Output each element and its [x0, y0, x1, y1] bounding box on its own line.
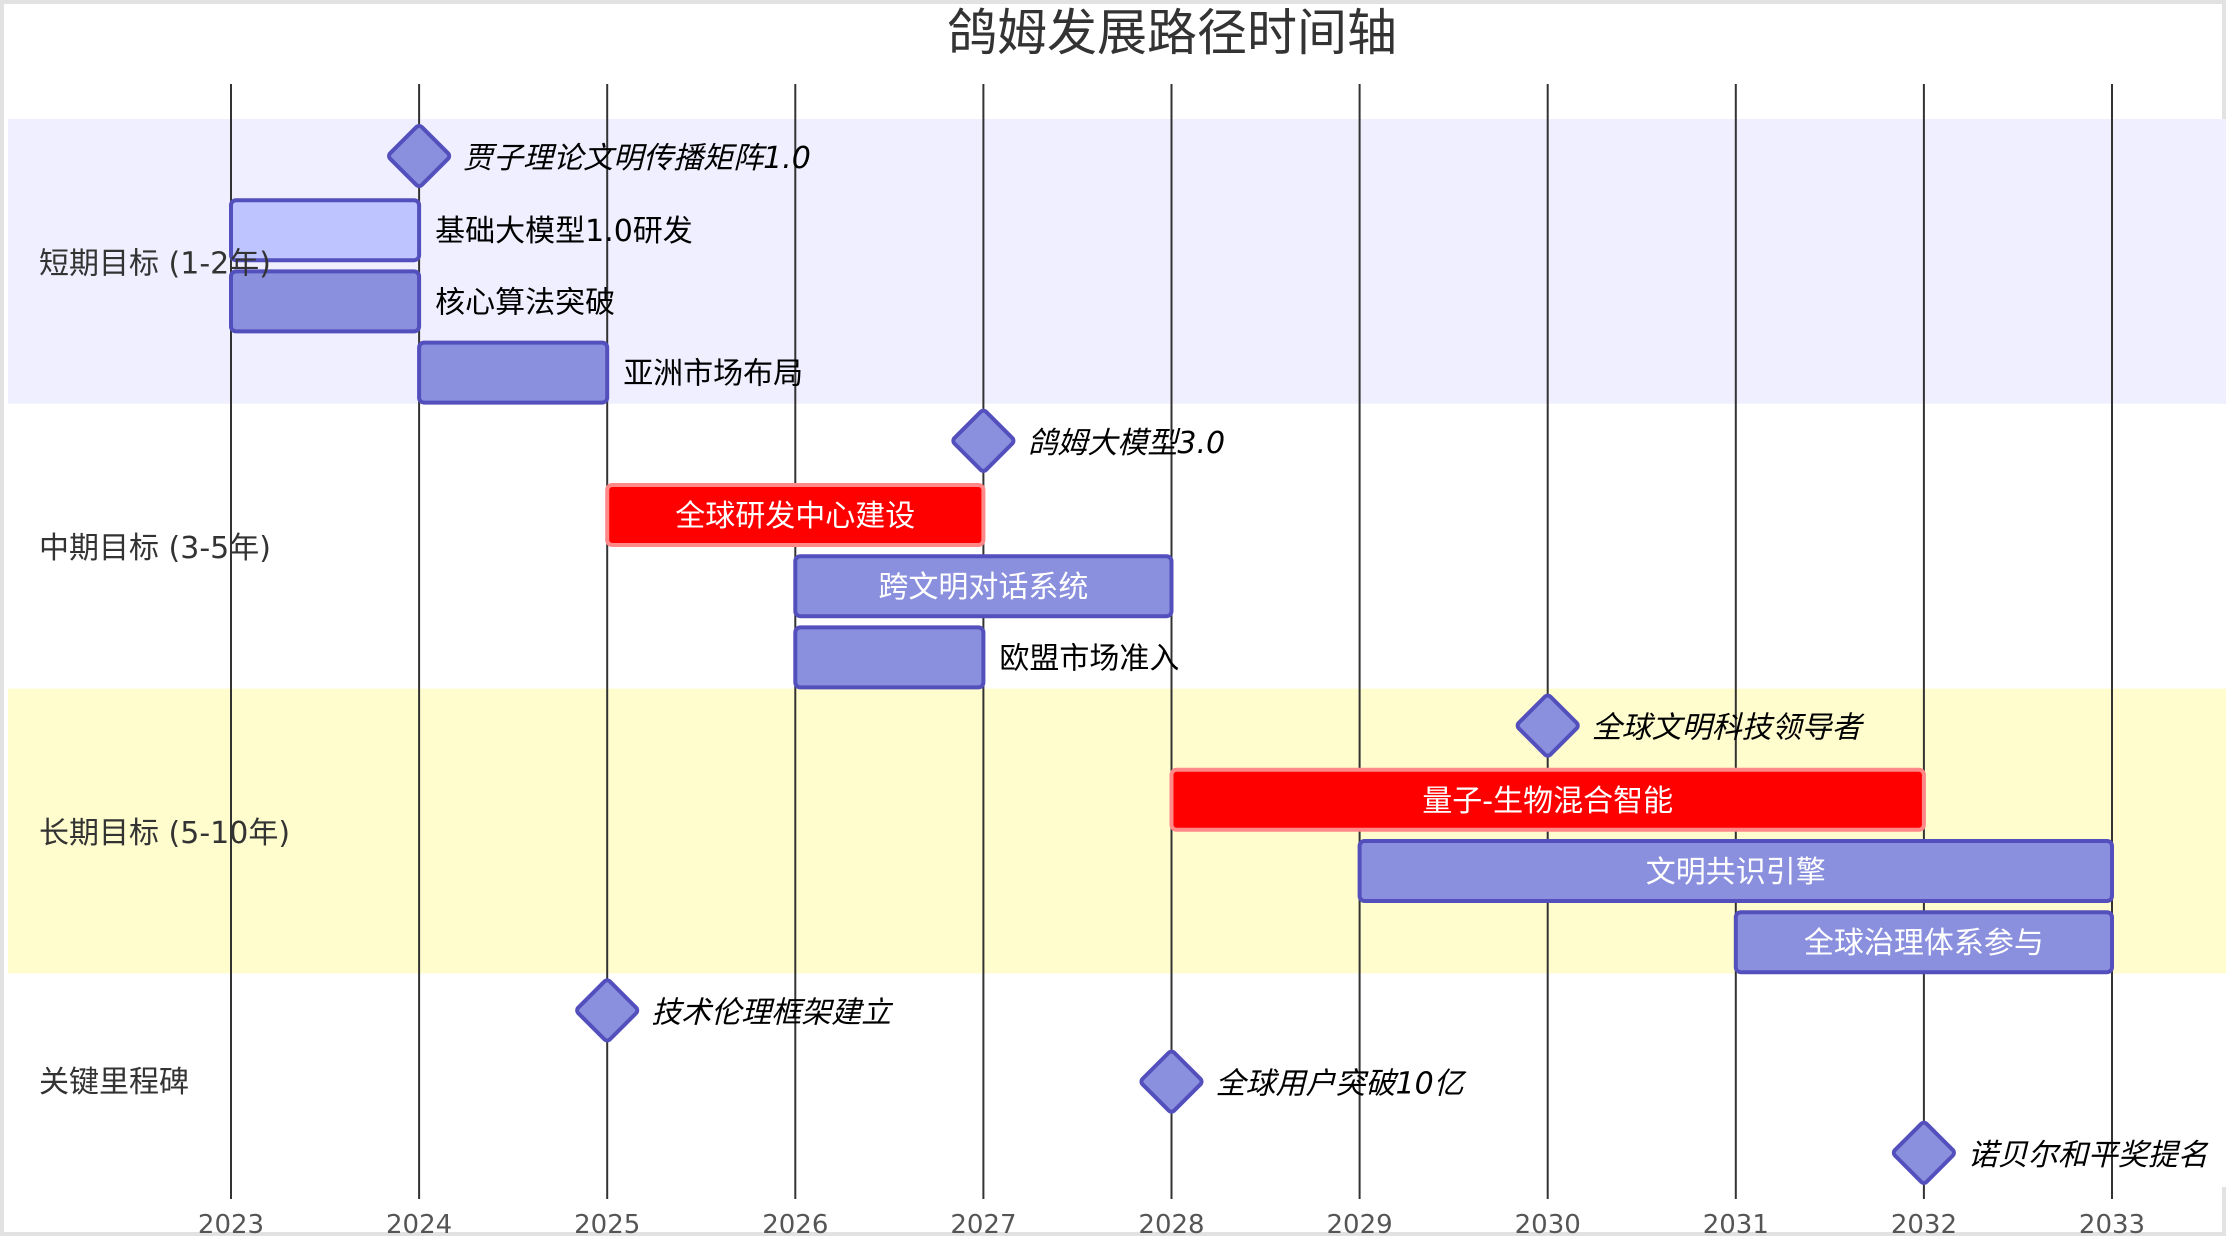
- section-label: 关键里程碑: [39, 1065, 189, 1100]
- task-label: 核心算法突破: [435, 285, 615, 320]
- chart-title: 鸽姆发展路径时间轴: [947, 4, 1397, 62]
- gantt-chart: 贾子理论文明传播矩阵1.0 基础大模型1.0研发核心算法突破亚洲市场布局鸽姆大模型…: [8, 4, 2226, 1240]
- milestone-label: 全球用户突破10亿: [1216, 1067, 1467, 1102]
- task-label: 量子-生物混合智能: [1422, 784, 1673, 819]
- x-tick-label: 2031: [1703, 1210, 1769, 1240]
- x-tick-label: 2032: [1891, 1210, 1957, 1240]
- task-label: 基础大模型1.0研发: [435, 214, 693, 249]
- milestone-diamond[interactable]: [575, 978, 640, 1043]
- task-label: 全球研发中心建设: [675, 499, 915, 534]
- task-label: 欧盟市场准入: [999, 641, 1179, 676]
- x-tick-label: 2025: [574, 1210, 640, 1240]
- section-label: 短期目标 (1-2年): [39, 246, 271, 281]
- section-label: 长期目标 (5-10年): [39, 816, 290, 851]
- x-tick-label: 2026: [762, 1210, 828, 1240]
- gantt-items: 贾子理论文明传播矩阵1.0 基础大模型1.0研发核心算法突破亚洲市场布局鸽姆大模型…: [229, 123, 2209, 1185]
- task-bar[interactable]: [1733, 910, 2115, 975]
- milestone-diamond[interactable]: [951, 408, 1016, 473]
- milestone-label: 技术伦理框架建立: [651, 995, 894, 1030]
- milestone-diamond[interactable]: [1515, 693, 1580, 758]
- milestone-diamond[interactable]: [1139, 1049, 1204, 1114]
- milestone-diamond[interactable]: [1891, 1120, 1956, 1185]
- task-bar[interactable]: [229, 198, 422, 263]
- task-bar[interactable]: [1169, 767, 1926, 832]
- task-label: 跨文明对话系统: [878, 570, 1088, 605]
- milestone-label: 全球文明科技领导者: [1592, 711, 1865, 746]
- x-tick-label: 2024: [386, 1210, 452, 1240]
- x-tick-label: 2029: [1327, 1210, 1393, 1240]
- milestone-label: 鸽姆大模型3.0: [1027, 426, 1225, 461]
- task-bar[interactable]: [1357, 839, 2114, 903]
- x-tick-label: 2023: [198, 1210, 264, 1240]
- x-tick-label: 2030: [1515, 1210, 1581, 1240]
- task-label: 亚洲市场布局: [623, 357, 803, 392]
- milestone-label: 贾子理论文明传播矩阵1.0: [463, 141, 811, 176]
- task-bar[interactable]: [605, 483, 986, 547]
- milestone-diamond[interactable]: [387, 123, 452, 189]
- section-background-4: [8, 973, 2226, 1187]
- task-bar[interactable]: [793, 625, 986, 690]
- x-tick-label: 2027: [950, 1210, 1016, 1240]
- task-label: 全球治理体系参与: [1804, 926, 2044, 961]
- milestone-label: 诺贝尔和平奖提名: [1968, 1138, 2209, 1173]
- x-axis-ticks: 2023 2024 2025 2026 2027 2028 2029 2030 2031 2032…: [198, 1210, 2145, 1240]
- task-bar[interactable]: [793, 554, 1174, 619]
- x-tick-label: 2028: [1138, 1210, 1204, 1240]
- x-tick-label: 2033: [2079, 1210, 2145, 1240]
- task-label: 文明共识引擎: [1646, 855, 1826, 890]
- task-bar[interactable]: [417, 340, 610, 405]
- task-bar[interactable]: [229, 269, 422, 334]
- section-background-2: [8, 403, 2226, 689]
- section-labels: 短期目标 (1-2年) 中期目标 (3-5年) 长期目标 (5-10年) 关键里程碑: [39, 246, 290, 1100]
- section-label: 中期目标 (3-5年): [39, 531, 271, 566]
